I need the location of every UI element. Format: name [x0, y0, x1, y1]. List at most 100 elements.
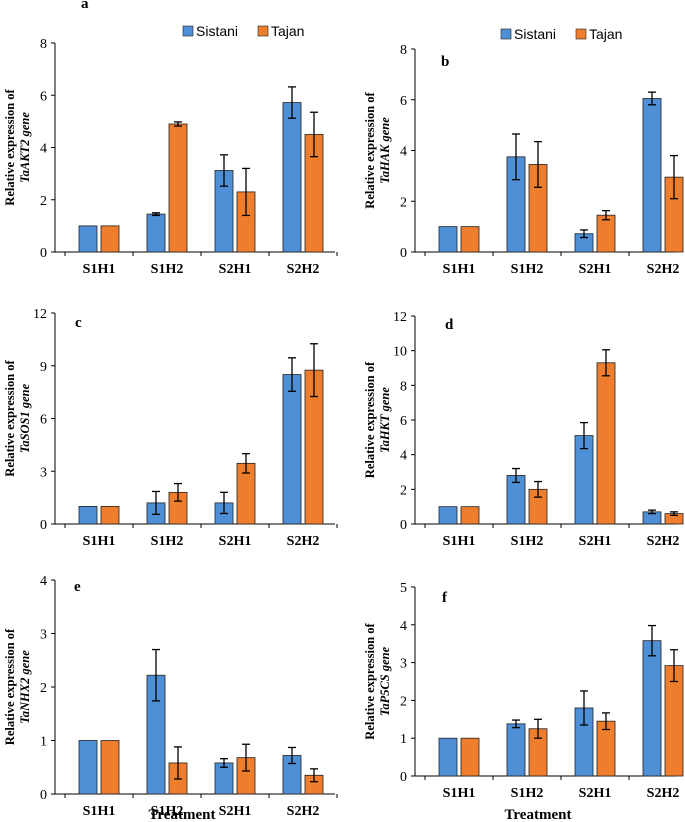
- panel-letter: e: [74, 579, 81, 595]
- bar-sistani-s2h2: [282, 374, 302, 525]
- x-tick-label: S2H2: [287, 804, 320, 819]
- y-axis-title-line1: Relative expression of: [363, 361, 377, 478]
- y-tick-label: 8: [40, 37, 47, 52]
- x-tick-label: S2H1: [579, 262, 612, 277]
- panel-a: 0 2 4 6 8 S1H1 S1H2 S2H1 S2H2 a Relative expressio…: [3, 0, 338, 277]
- x-tick-label: S2H2: [287, 262, 320, 277]
- x-tick-label: S2H2: [647, 786, 680, 801]
- y-tick-label: 8: [400, 43, 407, 58]
- legend-label-sistani: Sistani: [196, 23, 238, 39]
- bar-sistani-s1h1: [438, 506, 458, 525]
- y-tick-label: 0: [400, 518, 407, 533]
- x-tick-label: S1H2: [151, 262, 184, 277]
- y-axis-title-line2: TaHKT gene: [378, 387, 392, 453]
- bar-sistani-s1h2: [146, 213, 166, 253]
- y-tick-label: 12: [33, 307, 47, 322]
- y-tick-label: 0: [400, 246, 407, 261]
- x-tick-label: S1H1: [443, 534, 476, 549]
- bar-sistani-s1h1: [78, 740, 98, 795]
- y-tick-label: 3: [400, 657, 407, 672]
- bar-sistani-s1h1: [78, 506, 98, 525]
- bar-tajan-s1h1: [460, 737, 480, 777]
- bar-tajan-s2h1: [596, 214, 616, 253]
- x-tick-label: S1H1: [83, 804, 116, 819]
- legend-swatch-tajan: [575, 28, 587, 40]
- bar-tajan-s1h1: [460, 506, 480, 525]
- y-axis-title: Relative expression of TaP5CS gene: [363, 622, 392, 739]
- panel-d: 0 2 4 6 8 10 12 S1H1 S1H2 S2H1 S2H2 d Relative expre…: [363, 310, 684, 549]
- x-tick-label: S1H1: [443, 786, 476, 801]
- y-tick-label: 4: [400, 619, 407, 634]
- panel-letter: b: [441, 54, 449, 70]
- legend: Sistani Tajan: [500, 26, 622, 42]
- bar-tajan-s1h1: [100, 740, 120, 795]
- panel-f: 0 1 2 3 4 5 S1H1 S1H2 S2H1 S2H2 f Relative expressi…: [363, 581, 684, 801]
- y-axis-title-line2: TaSOS1 gene: [18, 383, 32, 453]
- y-tick-label: 5: [400, 581, 407, 596]
- legend-swatch-sistani: [182, 25, 194, 37]
- y-axis-title-line1: Relative expression of: [363, 91, 377, 208]
- y-tick-label: 2: [400, 483, 407, 498]
- y-tick-label: 4: [400, 145, 407, 160]
- x-axis-title-left: Treatment: [149, 807, 216, 822]
- x-tick-label: S2H2: [287, 534, 320, 549]
- y-tick-label: 6: [40, 413, 47, 428]
- y-tick-label: 10: [393, 345, 407, 360]
- bar-sistani-s2h2: [642, 640, 662, 777]
- x-tick-label: S1H1: [83, 534, 116, 549]
- y-tick-label: 0: [400, 770, 407, 785]
- bar-sistani-s1h1: [78, 225, 98, 253]
- legend-swatch-tajan: [257, 25, 269, 37]
- bar-tajan-s1h2: [168, 123, 188, 253]
- y-tick-label: 3: [40, 465, 47, 480]
- y-tick-label: 2: [400, 195, 407, 210]
- y-axis-title: Relative expression of TaSOS1 gene: [3, 359, 32, 476]
- x-tick-label: S1H2: [151, 804, 184, 819]
- y-tick-label: 2: [40, 194, 47, 209]
- y-tick-label: 1: [40, 735, 47, 750]
- y-axis-title: Relative expression of TaNHX2 gene: [3, 628, 32, 745]
- y-tick-label: 4: [40, 142, 47, 157]
- bar-sistani-s1h1: [438, 226, 458, 253]
- y-tick-label: 4: [400, 449, 407, 464]
- y-tick-label: 0: [40, 518, 47, 533]
- legend-label-tajan: Tajan: [589, 26, 622, 42]
- y-tick-label: 1: [400, 732, 407, 747]
- y-tick-label: 3: [40, 628, 47, 643]
- legend-label-sistani: Sistani: [514, 26, 556, 42]
- y-tick-label: 0: [40, 788, 47, 803]
- y-axis-title: Relative expression of TaHAK gene: [363, 91, 392, 208]
- y-axis-title: Relative expression of TaHKT gene: [363, 361, 392, 478]
- y-tick-label: 12: [393, 310, 407, 325]
- y-tick-label: 6: [400, 94, 407, 109]
- bar-tajan-s2h2: [664, 665, 684, 777]
- legend-swatch-sistani: [500, 28, 512, 40]
- y-axis-title-line2: TaHAK gene: [378, 117, 392, 184]
- y-tick-label: 4: [40, 574, 47, 589]
- bar-tajan-s1h1: [100, 506, 120, 525]
- y-axis-title-line2: TaNHX2 gene: [18, 650, 32, 724]
- panel-letter: a: [81, 0, 89, 12]
- bar-tajan-s2h1: [596, 362, 616, 525]
- y-tick-label: 6: [40, 89, 47, 104]
- x-tick-label: S1H2: [511, 534, 544, 549]
- y-axis-title-line1: Relative expression of: [3, 88, 17, 205]
- x-tick-label: S1H1: [443, 262, 476, 277]
- bar-sistani-s2h2: [282, 102, 302, 253]
- x-tick-label: S1H1: [83, 262, 116, 277]
- panel-letter: d: [445, 317, 454, 333]
- y-tick-label: 2: [40, 681, 47, 696]
- y-tick-label: 2: [400, 694, 407, 709]
- panel-b: 0 2 4 6 8 S1H1 S1H2 S2H1 S2H2 b Relative expressio…: [363, 26, 684, 277]
- x-tick-label: S1H2: [151, 534, 184, 549]
- legend: Sistani Tajan: [182, 23, 304, 39]
- panel-letter: f: [442, 590, 448, 606]
- bar-tajan-s1h1: [100, 225, 120, 253]
- y-tick-label: 9: [40, 360, 47, 375]
- x-tick-label: S2H1: [579, 534, 612, 549]
- bar-sistani-s2h2: [642, 98, 662, 253]
- y-tick-label: 8: [400, 379, 407, 394]
- y-axis-title-line2: TaAKT2 gene: [18, 112, 32, 183]
- x-tick-label: S2H2: [647, 262, 680, 277]
